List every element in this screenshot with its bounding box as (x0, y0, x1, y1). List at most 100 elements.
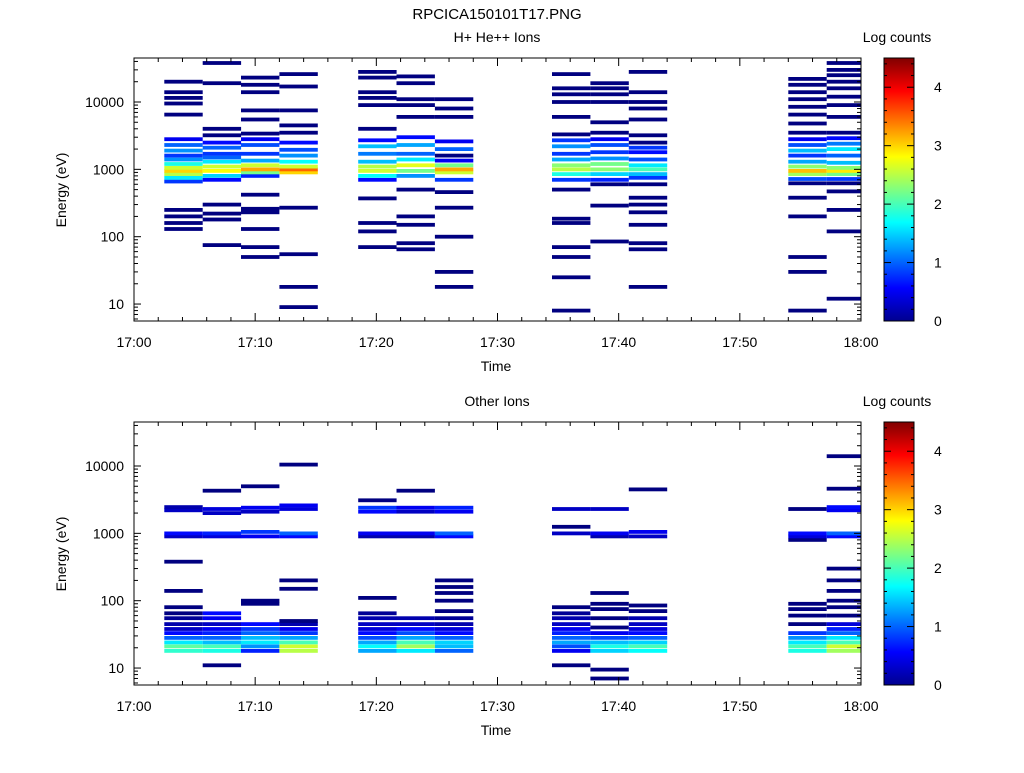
heatmap-cell (358, 196, 397, 201)
heatmap-cell (164, 636, 203, 640)
heatmap-cell (826, 598, 861, 603)
heatmap-cell (358, 126, 397, 131)
heatmap-cell (434, 167, 474, 172)
heatmap-cell (241, 82, 280, 87)
heatmap-cell (590, 143, 629, 147)
y-tick-label: 10 (108, 296, 124, 312)
heatmap-cell (552, 216, 591, 221)
heatmap-cell (202, 133, 242, 138)
heatmap-cell (241, 90, 280, 95)
heatmap-cell (279, 627, 318, 631)
y-axis-label: Energy (eV) (53, 153, 69, 228)
heatmap-cell (590, 239, 629, 244)
heatmap-cell (434, 505, 474, 510)
heatmap-cell (590, 667, 629, 672)
heatmap-cell (164, 508, 203, 513)
heatmap-cell (590, 531, 629, 536)
heatmap-cell (788, 159, 827, 164)
heatmap-cell (279, 622, 318, 626)
heatmap-cell (552, 524, 591, 529)
heatmap-cell (628, 172, 668, 176)
heatmap-cell (164, 649, 203, 653)
heatmap-cell (279, 586, 318, 591)
heatmap-cell (434, 649, 474, 653)
heatmap-cell (434, 585, 474, 589)
heatmap-cell (396, 631, 435, 635)
heatmap-cell (788, 172, 827, 176)
heatmap-cell (826, 153, 861, 158)
heatmap-cell (826, 589, 861, 593)
heatmap-cell (434, 285, 474, 289)
heatmap-cell (202, 507, 242, 511)
heatmap-cell (202, 627, 242, 631)
heatmap-cell (628, 175, 668, 180)
heatmap-cell (396, 115, 435, 119)
heatmap-cell (628, 640, 668, 645)
heatmap-cell (358, 627, 397, 631)
heatmap-cell (279, 164, 318, 169)
heatmap-cell (164, 143, 203, 147)
heatmap-cell (788, 622, 827, 626)
colorbar-tick-label: 1 (934, 255, 942, 271)
colorbar-tick-label: 2 (934, 196, 942, 212)
x-tick-label: 17:10 (238, 698, 273, 714)
heatmap-cell (826, 79, 861, 84)
heatmap-cell (434, 631, 474, 635)
heatmap-cell (788, 270, 827, 274)
heatmap-cell (241, 227, 280, 231)
heatmap-cell (628, 140, 668, 145)
heatmap-cell (434, 234, 474, 239)
heatmap-cell (279, 130, 318, 135)
heatmap-cell (164, 90, 203, 95)
heatmap-cell (164, 101, 203, 106)
heatmap-cell (628, 644, 668, 649)
heatmap-cell (590, 100, 629, 104)
x-tick-label: 18:00 (843, 334, 878, 350)
heatmap-cell (628, 241, 668, 246)
heatmap-cell (826, 172, 861, 176)
heatmap-cell (164, 505, 203, 509)
heatmap-cell (241, 505, 280, 510)
heatmap-cell (590, 601, 629, 606)
heatmap-cell (241, 151, 280, 156)
heatmap-cell (241, 174, 280, 178)
panel-title: H+ He++ Ions (454, 29, 541, 45)
heatmap-cell (788, 153, 827, 158)
heatmap-cell (241, 640, 280, 645)
heatmap-cell (279, 147, 318, 152)
heatmap-cell (788, 631, 827, 635)
heatmap-cell (434, 170, 474, 175)
heatmap-cell (826, 61, 861, 65)
heatmap-cell (279, 170, 318, 175)
heatmap-cell (590, 156, 629, 161)
heatmap-cell (826, 605, 861, 610)
heatmap-cell (552, 531, 591, 536)
heatmap-cell (826, 130, 861, 135)
heatmap-cell (434, 627, 474, 631)
heatmap-cell (826, 486, 861, 491)
heatmap-cell (628, 202, 668, 207)
heatmap-cell (279, 503, 318, 508)
heatmap-cell (826, 644, 861, 649)
heatmap-cell (202, 217, 242, 222)
heatmap-cell (358, 644, 397, 649)
heatmap-cell (788, 177, 827, 181)
heatmap-cell (241, 649, 280, 653)
heatmap-cell (590, 86, 629, 91)
heatmap-cell (202, 177, 242, 182)
heatmap-cell (826, 613, 861, 618)
heatmap-cell (164, 559, 203, 564)
heatmap-cell (241, 192, 280, 197)
heatmap-cell (434, 190, 474, 194)
heatmap-cell (279, 531, 318, 536)
heatmap-cell (552, 167, 591, 172)
heatmap-cell (358, 611, 397, 616)
heatmap-cell (628, 195, 668, 200)
heatmap-cell (202, 534, 242, 539)
heatmap-cell (202, 640, 242, 645)
heatmap-cells (164, 454, 861, 681)
heatmap-cell (552, 631, 591, 635)
heatmap-cell (826, 649, 861, 653)
